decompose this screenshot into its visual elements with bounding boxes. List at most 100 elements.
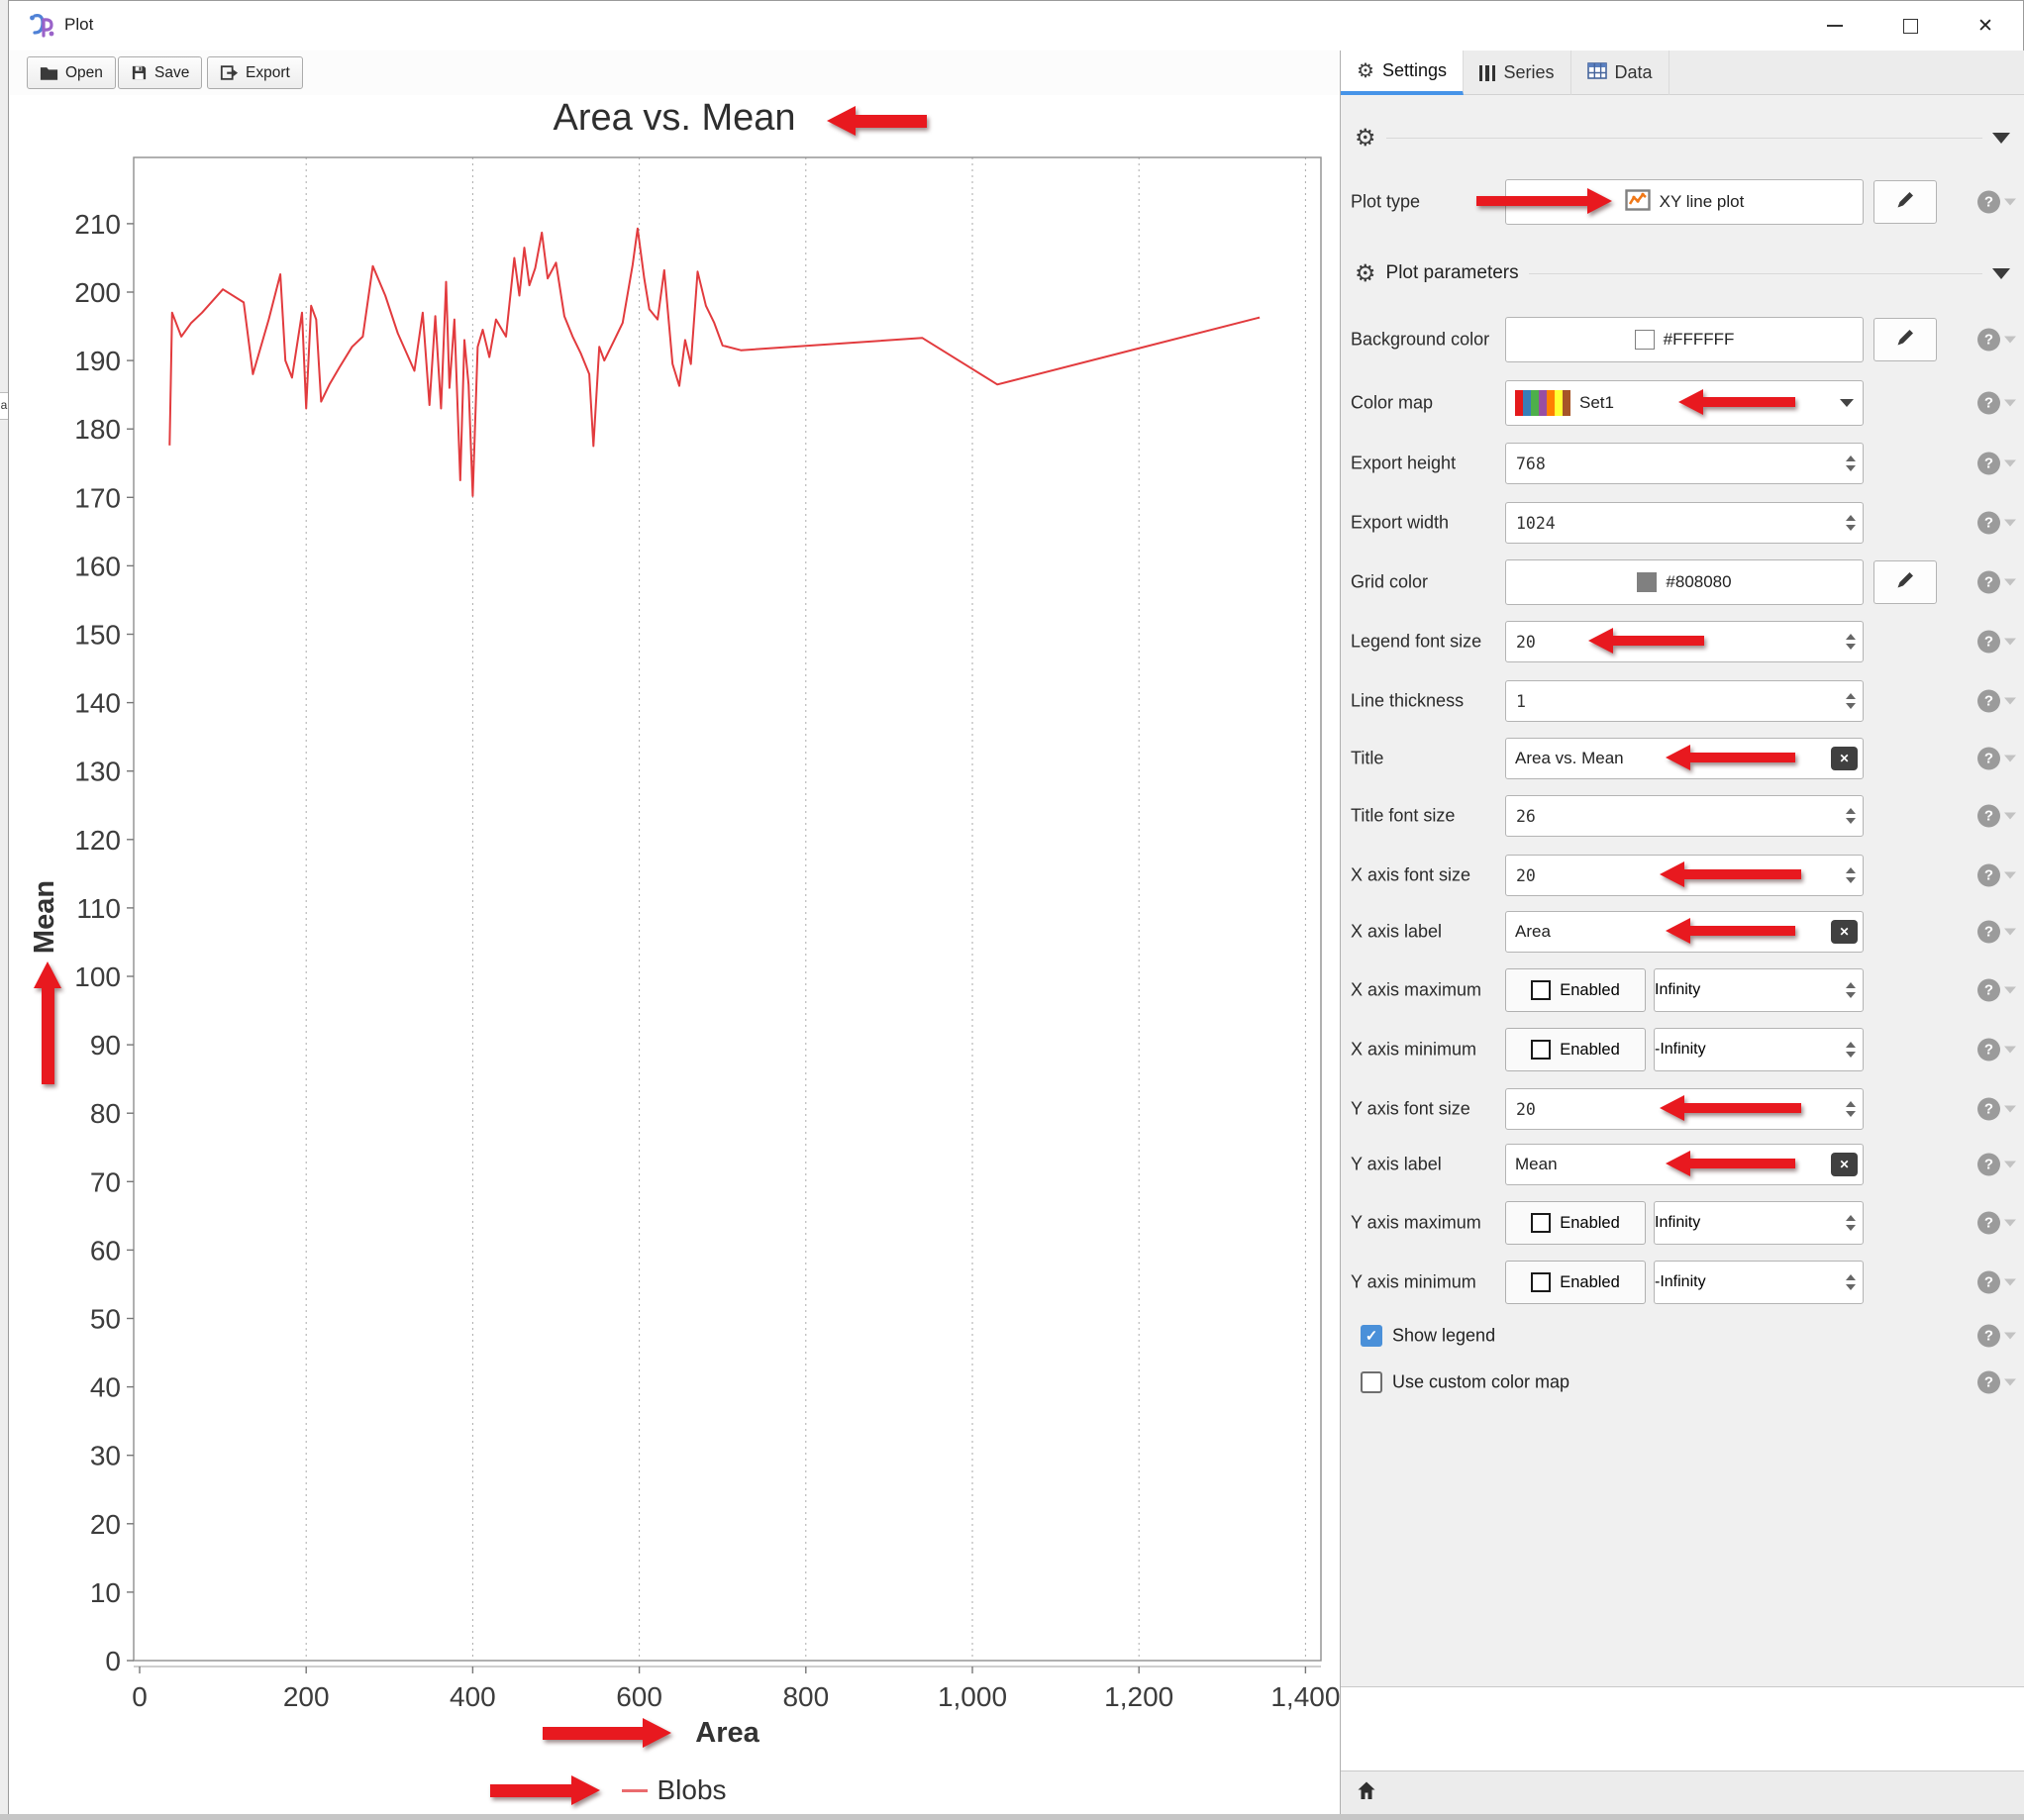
y-axis-minimum-enabled-checkbox[interactable] [1531,1272,1552,1292]
title-bar[interactable]: Plot ✕ [9,1,2023,51]
edit-pencil-button[interactable] [1873,560,1937,604]
help-button[interactable]: ? [1977,978,2016,1002]
help-button[interactable]: ? [1977,1370,2016,1394]
tab-data[interactable]: Data [1571,51,1670,95]
help-button[interactable]: ? [1977,630,2016,654]
clear-field-icon[interactable]: ✕ [1831,920,1858,944]
title-font-size-input[interactable]: 26 [1505,795,1864,837]
tab-series[interactable]: Series [1464,51,1571,95]
help-button[interactable]: ? [1977,1153,2016,1176]
save-button[interactable]: Save [118,56,203,89]
color-map-dropdown[interactable]: Set1 [1505,380,1864,426]
x-axis-maximum-input[interactable]: Infinity [1654,968,1864,1012]
y-axis-maximum-enabled-checkbox[interactable] [1531,1213,1552,1233]
export-height-input[interactable]: 768 [1505,443,1864,484]
spinner-down-icon[interactable] [1846,818,1856,824]
spinner-arrows[interactable] [1846,1215,1856,1231]
spinner-arrows[interactable] [1846,693,1856,709]
collapse-caret-icon[interactable] [1992,267,2010,279]
help-button[interactable]: ? [1977,1038,2016,1062]
y-axis-minimum-enabled-toggle[interactable]: Enabled [1505,1261,1646,1304]
minimize-button[interactable] [1797,1,1872,51]
x-axis-minimum-input[interactable]: -Infinity [1654,1028,1864,1071]
x-axis-label-input[interactable]: Area ✕ [1505,911,1864,953]
edit-pencil-button[interactable] [1873,180,1937,224]
help-button[interactable]: ? [1977,570,2016,594]
spinner-up-icon[interactable] [1846,867,1856,873]
x-axis-maximum-enabled-toggle[interactable]: Enabled [1505,968,1646,1012]
close-button[interactable]: ✕ [1977,15,1993,37]
use-custom-color-map-checkbox[interactable] [1361,1371,1382,1393]
spinner-up-icon[interactable] [1846,1274,1856,1280]
x-axis-minimum-enabled-checkbox[interactable] [1531,1040,1552,1060]
help-button[interactable]: ? [1977,511,2016,535]
help-button[interactable]: ? [1977,1097,2016,1121]
background-color-color-button[interactable]: #FFFFFF [1505,317,1864,362]
clear-field-icon[interactable]: ✕ [1831,1153,1858,1176]
spinner-down-icon[interactable] [1846,992,1856,998]
spinner-arrows[interactable] [1846,1042,1856,1058]
y-axis-minimum-input[interactable]: -Infinity [1654,1261,1864,1304]
spinner-up-icon[interactable] [1846,1042,1856,1048]
plot-type-picker-button[interactable]: XY line plot [1505,179,1864,225]
spinner-up-icon[interactable] [1846,455,1856,461]
spinner-up-icon[interactable] [1846,1101,1856,1107]
spinner-up-icon[interactable] [1846,982,1856,988]
maximize-button[interactable] [1872,1,1948,51]
spinner-down-icon[interactable] [1846,1052,1856,1058]
y-axis-label-input[interactable]: Mean ✕ [1505,1144,1864,1185]
help-button[interactable]: ? [1977,863,2016,887]
help-button[interactable]: ? [1977,804,2016,828]
clear-field-icon[interactable]: ✕ [1831,747,1858,770]
collapse-caret-icon[interactable] [1992,132,2010,144]
edit-pencil-button[interactable] [1873,318,1937,361]
spinner-arrows[interactable] [1846,455,1856,471]
title-input[interactable]: Area vs. Mean ✕ [1505,738,1864,779]
spinner-arrows[interactable] [1846,808,1856,824]
help-button[interactable]: ? [1977,328,2016,352]
help-button[interactable]: ? [1977,452,2016,475]
spinner-arrows[interactable] [1846,1101,1856,1117]
spinner-down-icon[interactable] [1846,1284,1856,1290]
help-button[interactable]: ? [1977,391,2016,415]
legend-font-size-input[interactable]: 20 [1505,621,1864,662]
export-width-input[interactable]: 1024 [1505,502,1864,544]
help-button[interactable]: ? [1977,920,2016,944]
help-button[interactable]: ? [1977,747,2016,770]
help-button[interactable]: ? [1977,1270,2016,1294]
spinner-up-icon[interactable] [1846,515,1856,521]
help-button[interactable]: ? [1977,1211,2016,1235]
x-axis-maximum-enabled-checkbox[interactable] [1531,980,1552,1000]
spinner-arrows[interactable] [1846,634,1856,650]
section-header-plot-parameters[interactable]: ⚙ Plot parameters [1341,253,2024,293]
spinner-down-icon[interactable] [1846,525,1856,531]
y-axis-maximum-input[interactable]: Infinity [1654,1201,1864,1245]
help-button[interactable]: ? [1977,689,2016,713]
help-button[interactable]: ? [1977,1324,2016,1348]
spinner-arrows[interactable] [1846,867,1856,883]
spinner-down-icon[interactable] [1846,1111,1856,1117]
y-axis-maximum-enabled-toggle[interactable]: Enabled [1505,1201,1646,1245]
spinner-up-icon[interactable] [1846,808,1856,814]
spinner-down-icon[interactable] [1846,877,1856,883]
open-button[interactable]: Open [27,56,116,89]
show-legend-checkbox[interactable]: ✓ [1361,1325,1382,1347]
grid-color-color-button[interactable]: #808080 [1505,559,1864,605]
spinner-up-icon[interactable] [1846,1215,1856,1221]
export-button[interactable]: Export [207,56,303,89]
spinner-arrows[interactable] [1846,515,1856,531]
spinner-arrows[interactable] [1846,982,1856,998]
spinner-arrows[interactable] [1846,1274,1856,1290]
line-thickness-input[interactable]: 1 [1505,680,1864,722]
spinner-up-icon[interactable] [1846,693,1856,699]
x-axis-minimum-enabled-toggle[interactable]: Enabled [1505,1028,1646,1071]
spinner-down-icon[interactable] [1846,465,1856,471]
spinner-down-icon[interactable] [1846,703,1856,709]
tab-settings[interactable]: ⚙ Settings [1341,51,1464,95]
section-header[interactable]: ⚙ [1341,118,2024,157]
x-axis-font-size-input[interactable]: 20 [1505,855,1864,896]
spinner-down-icon[interactable] [1846,644,1856,650]
spinner-down-icon[interactable] [1846,1225,1856,1231]
help-button[interactable]: ? [1977,190,2016,214]
home-icon[interactable] [1355,1778,1378,1807]
